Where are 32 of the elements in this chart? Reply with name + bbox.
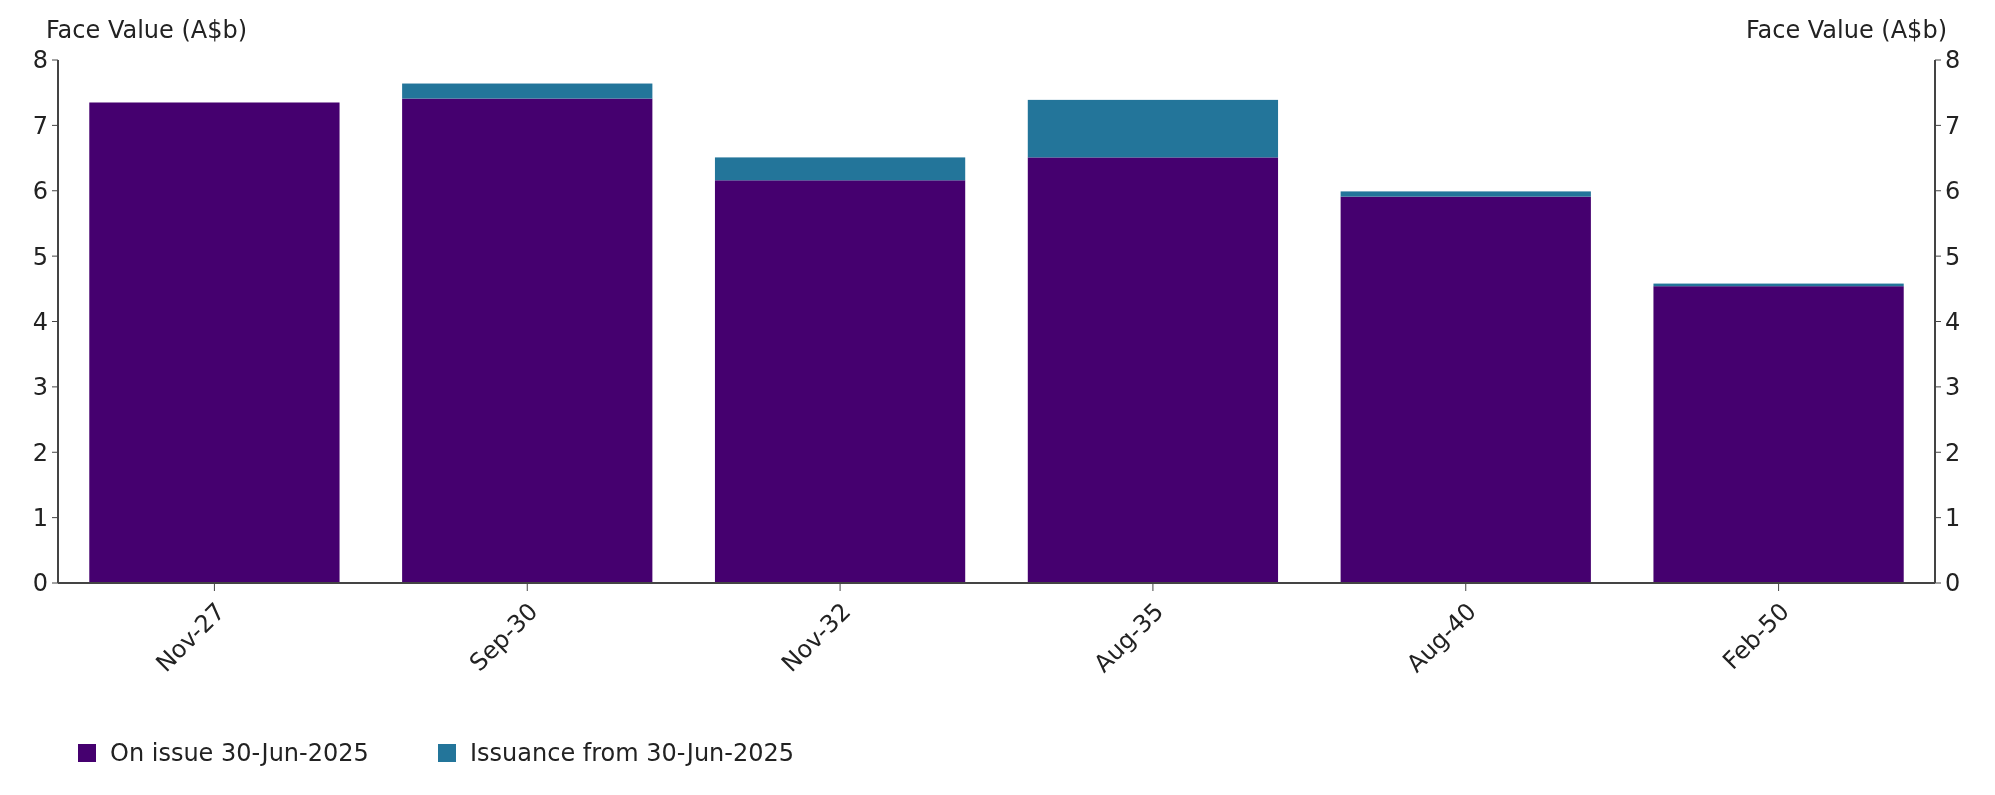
y2-tick-label: 7 xyxy=(1945,111,1961,140)
bar xyxy=(1653,286,1904,583)
bar xyxy=(1027,157,1279,583)
y-tick-label: 5 xyxy=(32,242,48,271)
y2-tick-label: 6 xyxy=(1945,177,1961,206)
bar xyxy=(714,157,966,181)
y-tick-label: 2 xyxy=(32,438,48,467)
y2-tick-label: 8 xyxy=(1945,46,1961,75)
bar xyxy=(714,180,966,583)
y-tick-label: 8 xyxy=(32,46,48,75)
legend-label: Issuance from 30-Jun-2025 xyxy=(470,739,795,768)
bar xyxy=(402,98,653,583)
bar xyxy=(1340,196,1591,583)
bar xyxy=(89,102,340,583)
bar xyxy=(1340,191,1591,197)
y-axis-title: Face Value (A$b) xyxy=(46,16,248,44)
y2-tick-label: 3 xyxy=(1945,373,1961,402)
y-tick-label: 4 xyxy=(32,307,48,336)
legend-label: On issue 30-Jun-2025 xyxy=(110,739,369,768)
y2-axis-title: Face Value (A$b) xyxy=(1745,16,1947,44)
bar xyxy=(1027,99,1279,158)
y-tick-label: 0 xyxy=(32,569,48,598)
y-tick-label: 6 xyxy=(32,177,48,206)
y-tick-label: 3 xyxy=(32,373,48,402)
bar xyxy=(402,83,653,99)
y-tick-label: 1 xyxy=(32,504,48,533)
y2-tick-label: 0 xyxy=(1945,569,1961,598)
y-tick-label: 7 xyxy=(32,111,48,140)
y2-tick-label: 2 xyxy=(1945,438,1961,467)
y2-tick-label: 5 xyxy=(1945,242,1961,271)
y2-tick-label: 4 xyxy=(1945,307,1961,336)
y2-tick-label: 1 xyxy=(1945,504,1961,533)
